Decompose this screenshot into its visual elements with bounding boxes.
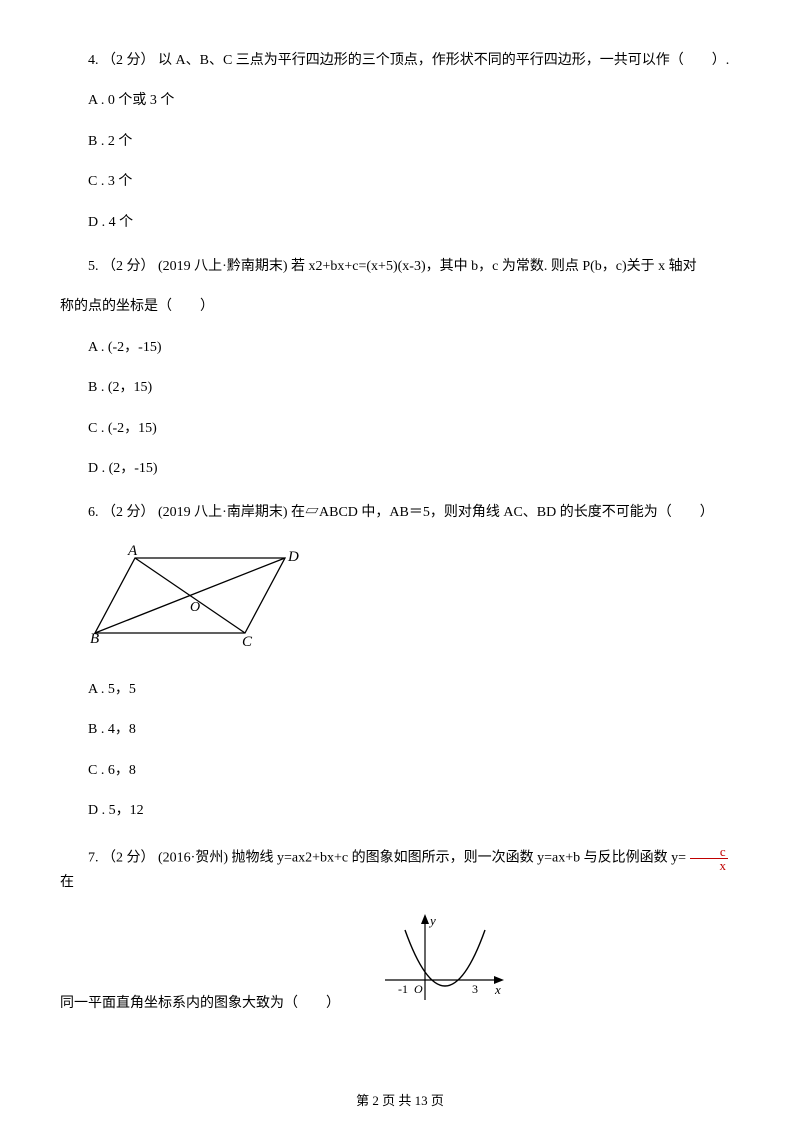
question-7: 7. （2 分） (2016·贺州) 抛物线 y=ax2+bx+c 的图象如图所… (60, 845, 740, 1016)
label-O: O (190, 600, 200, 615)
q4-option-b: B . 2 个 (60, 131, 740, 153)
q5-text-cont: 称的点的坐标是（ ） (60, 296, 740, 318)
page-number: 第 2 页 共 13 页 (356, 1093, 444, 1108)
frac-num: c (690, 845, 729, 859)
q5-number: 5. (88, 259, 99, 274)
q5-option-c: C . (-2，15) (60, 418, 740, 440)
fraction-c-over-x: c x (690, 845, 729, 872)
parallelogram-diagram: A D B C O (90, 543, 310, 653)
q5-option-d: D . (2，-15) (60, 458, 740, 480)
label-C: C (242, 634, 253, 650)
xtick-left: -1 (398, 982, 408, 996)
q4-number: 4. (88, 53, 99, 68)
q7-text-a: 抛物线 y=ax2+bx+c 的图象如图所示，则一次函数 y=ax+b 与反比例… (232, 850, 690, 865)
x-axis-label: x (494, 982, 501, 997)
y-axis-label: y (428, 913, 436, 928)
q6-text: 在▱ABCD 中，AB＝5，则对角线 AC、BD 的长度不可能为（ ） (291, 505, 714, 520)
q7-points: （2 分） (102, 850, 155, 865)
xtick-right: 3 (472, 982, 478, 996)
question-4: 4. （2 分） 以 A、B、C 三点为平行四边形的三个顶点，作形状不同的平行四… (60, 50, 740, 234)
q7-figure: y x O -1 3 (380, 912, 510, 1015)
label-B: B (90, 631, 99, 647)
q5-option-b: B . (2，15) (60, 377, 740, 399)
q6-option-c: C . 6，8 (60, 760, 740, 782)
q7-source: (2016·贺州) (158, 850, 228, 865)
question-4-stem: 4. （2 分） 以 A、B、C 三点为平行四边形的三个顶点，作形状不同的平行四… (60, 50, 740, 72)
q6-source: (2019 八上·南岸期末) (158, 505, 288, 520)
page-footer: 第 2 页 共 13 页 (0, 1091, 800, 1112)
question-6-stem: 6. （2 分） (2019 八上·南岸期末) 在▱ABCD 中，AB＝5，则对… (60, 502, 740, 524)
q5-source: (2019 八上·黔南期末) (158, 259, 288, 274)
q7-text-cont: 同一平面直角坐标系内的图象大致为（ ） (60, 993, 340, 1015)
frac-den: x (690, 859, 729, 872)
q4-text: 以 A、B、C 三点为平行四边形的三个顶点，作形状不同的平行四边形，一共可以作（… (158, 53, 729, 68)
q7-last-line: 同一平面直角坐标系内的图象大致为（ ） y x O -1 3 (60, 912, 740, 1015)
q7-number: 7. (88, 850, 99, 865)
q5-option-a: A . (-2，-15) (60, 337, 740, 359)
q6-option-a: A . 5，5 (60, 679, 740, 701)
question-6: 6. （2 分） (2019 八上·南岸期末) 在▱ABCD 中，AB＝5，则对… (60, 502, 740, 822)
q6-number: 6. (88, 505, 99, 520)
q7-text-b: 在 (60, 875, 74, 890)
q5-points: （2 分） (102, 259, 155, 274)
q6-figure: A D B C O (90, 543, 740, 661)
question-5-stem: 5. （2 分） (2019 八上·黔南期末) 若 x2+bx+c=(x+5)(… (60, 256, 740, 278)
q4-points: （2 分） (102, 53, 155, 68)
q4-option-a: A . 0 个或 3 个 (60, 90, 740, 112)
q5-text: 若 x2+bx+c=(x+5)(x-3)，其中 b，c 为常数. 则点 P(b，… (291, 259, 697, 274)
q4-option-d: D . 4 个 (60, 212, 740, 234)
label-A: A (127, 543, 138, 559)
parabola-diagram: y x O -1 3 (380, 912, 510, 1007)
origin-label: O (414, 982, 423, 996)
q6-points: （2 分） (102, 505, 155, 520)
question-7-stem: 7. （2 分） (2016·贺州) 抛物线 y=ax2+bx+c 的图象如图所… (60, 845, 740, 894)
q6-option-b: B . 4，8 (60, 719, 740, 741)
label-D: D (287, 549, 299, 565)
q6-option-d: D . 5，12 (60, 800, 740, 822)
question-5: 5. （2 分） (2019 八上·黔南期末) 若 x2+bx+c=(x+5)(… (60, 256, 740, 480)
q4-option-c: C . 3 个 (60, 171, 740, 193)
